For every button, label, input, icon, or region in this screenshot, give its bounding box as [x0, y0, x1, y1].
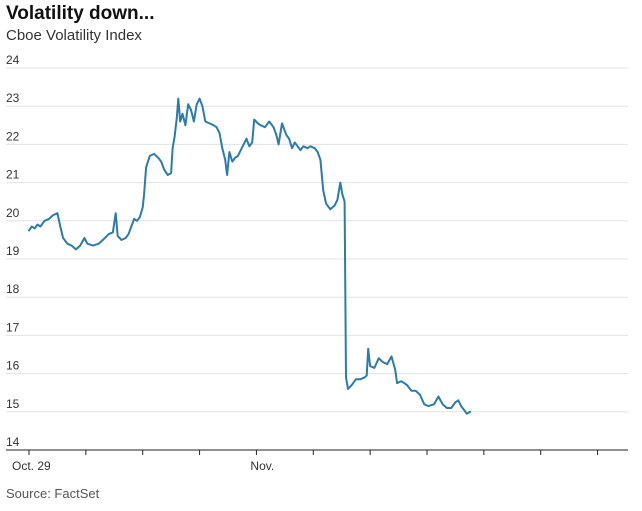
- y-tick-label-22: 22: [6, 129, 20, 143]
- y-tick-label-20: 20: [6, 206, 20, 220]
- y-tick-label-21: 21: [6, 168, 20, 182]
- chart-subtitle: Cboe Volatility Index: [6, 27, 142, 44]
- grid-lines: [6, 67, 628, 413]
- source-note: Source: FactSet: [6, 486, 100, 501]
- x-tick-label-0: Oct. 29: [12, 459, 51, 473]
- y-tick-label-19: 19: [6, 244, 20, 258]
- y-tick-label-17: 17: [6, 320, 20, 334]
- y-tick-label-24: 24: [6, 53, 20, 67]
- x-axis: Oct. 29 Nov.: [6, 449, 628, 473]
- y-tick-label-23: 23: [6, 91, 20, 105]
- y-tick-label-18: 18: [6, 282, 20, 296]
- x-tick-label-4: Nov.: [250, 459, 274, 473]
- series-line-vix: [28, 97, 472, 415]
- y-tick-label-16: 16: [6, 359, 20, 373]
- series-layer: [28, 97, 472, 415]
- chart-title: Volatility down...: [6, 3, 155, 24]
- y-tick-label-14: 14: [6, 435, 20, 449]
- y-axis-labels: 14 15 16 17 18 19 20 21 22 23 24: [6, 53, 20, 449]
- y-tick-label-15: 15: [6, 397, 20, 411]
